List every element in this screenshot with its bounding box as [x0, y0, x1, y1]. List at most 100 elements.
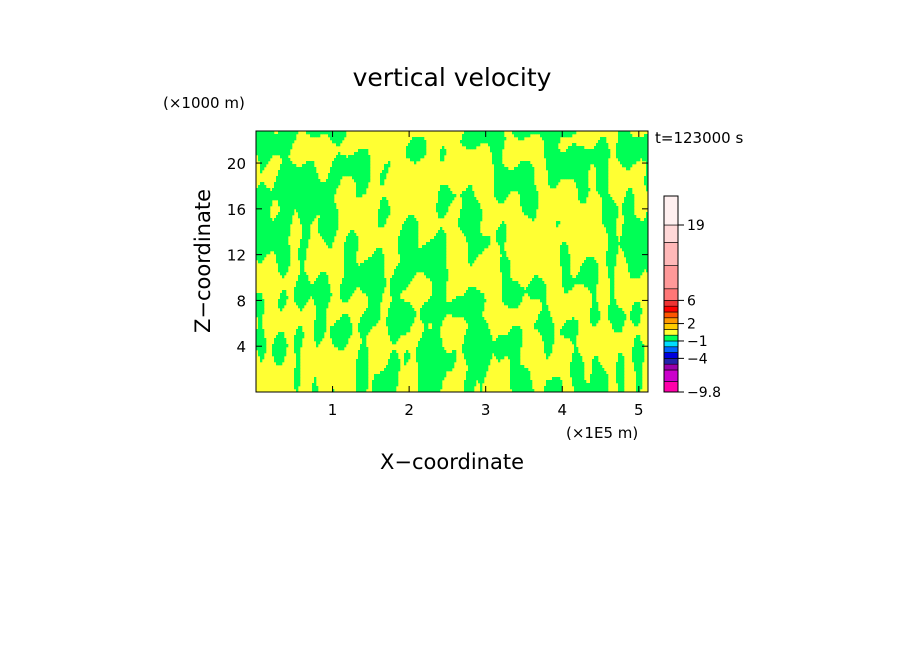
field-cell [594, 299, 597, 303]
field-cell [256, 296, 259, 300]
field-cell [570, 134, 573, 138]
field-cell [416, 254, 419, 258]
field-cell [504, 281, 507, 285]
field-cell [316, 206, 319, 210]
field-cell [604, 203, 607, 207]
field-cell [464, 203, 467, 207]
field-cell [644, 260, 647, 264]
field-cell [374, 266, 377, 270]
field-cell [460, 296, 463, 300]
field-cell [634, 233, 637, 237]
field-cell [602, 212, 605, 216]
field-cell [470, 143, 473, 147]
field-cell [624, 221, 627, 225]
field-cell [622, 161, 625, 165]
field-cell [542, 305, 545, 309]
field-cell [380, 215, 383, 219]
field-cell [614, 209, 617, 213]
field-cell [496, 239, 499, 243]
field-cell [334, 185, 337, 189]
field-cell [634, 263, 637, 267]
field-cell [478, 224, 481, 228]
field-cell [294, 299, 297, 303]
field-cell [584, 284, 587, 288]
field-cell [266, 242, 269, 246]
field-cell [374, 296, 377, 300]
field-cell [614, 218, 617, 222]
field-cell [508, 173, 511, 177]
field-cell [258, 191, 261, 195]
field-cell [502, 173, 505, 177]
field-cell [412, 266, 415, 270]
field-cell [332, 203, 335, 207]
field-cell [586, 173, 589, 177]
field-cell [288, 218, 291, 222]
field-cell [632, 266, 635, 270]
field-cell [324, 221, 327, 225]
field-cell [414, 266, 417, 270]
field-cell [308, 227, 311, 231]
field-cell [470, 134, 473, 138]
field-cell [368, 266, 371, 270]
field-cell [268, 197, 271, 201]
field-cell [318, 188, 321, 192]
field-cell [284, 299, 287, 303]
field-cell [354, 164, 357, 168]
field-cell [466, 206, 469, 210]
field-cell [302, 236, 305, 240]
field-cell [462, 296, 465, 300]
field-cell [550, 176, 553, 180]
field-cell [646, 137, 648, 141]
field-cell [382, 176, 385, 180]
field-cell [606, 254, 609, 258]
field-cell [278, 248, 281, 252]
field-cell [368, 290, 371, 294]
field-cell [370, 293, 373, 297]
field-cell [632, 227, 635, 231]
field-cell [418, 155, 421, 159]
field-cell [302, 269, 305, 273]
field-cell [530, 185, 533, 189]
field-cell [554, 140, 557, 144]
field-cell [530, 176, 533, 180]
field-cell [418, 251, 421, 255]
field-cell [346, 167, 349, 171]
field-cell [400, 251, 403, 255]
field-cell [302, 257, 305, 261]
field-cell [502, 164, 505, 168]
field-cell [404, 266, 407, 270]
field-cell [638, 242, 641, 246]
field-cell [380, 293, 383, 297]
field-cell [526, 206, 529, 210]
field-cell [442, 158, 445, 162]
field-cell [510, 185, 513, 189]
field-cell [386, 212, 389, 216]
field-cell [594, 284, 597, 288]
field-cell [508, 299, 511, 303]
field-cell [512, 284, 515, 288]
field-cell [282, 302, 285, 306]
field-cell [306, 224, 309, 228]
field-cell [282, 179, 285, 183]
field-cell [308, 221, 311, 225]
field-cell [634, 260, 637, 264]
field-cell [584, 281, 587, 285]
field-cell [334, 212, 337, 216]
field-cell [382, 212, 385, 216]
field-cell [286, 257, 289, 261]
field-cell [274, 182, 277, 186]
field-cell [642, 140, 645, 144]
field-cell [554, 146, 557, 150]
field-cell [328, 227, 331, 231]
field-cell [622, 137, 625, 141]
field-cell [298, 200, 301, 204]
field-cell [412, 158, 415, 162]
field-cell [598, 185, 601, 189]
field-cell [380, 287, 383, 291]
field-cell [438, 248, 441, 252]
field-cell [294, 167, 297, 171]
field-cell [472, 206, 475, 210]
field-cell [506, 182, 509, 186]
field-cell [478, 242, 481, 246]
field-cell [358, 158, 361, 162]
